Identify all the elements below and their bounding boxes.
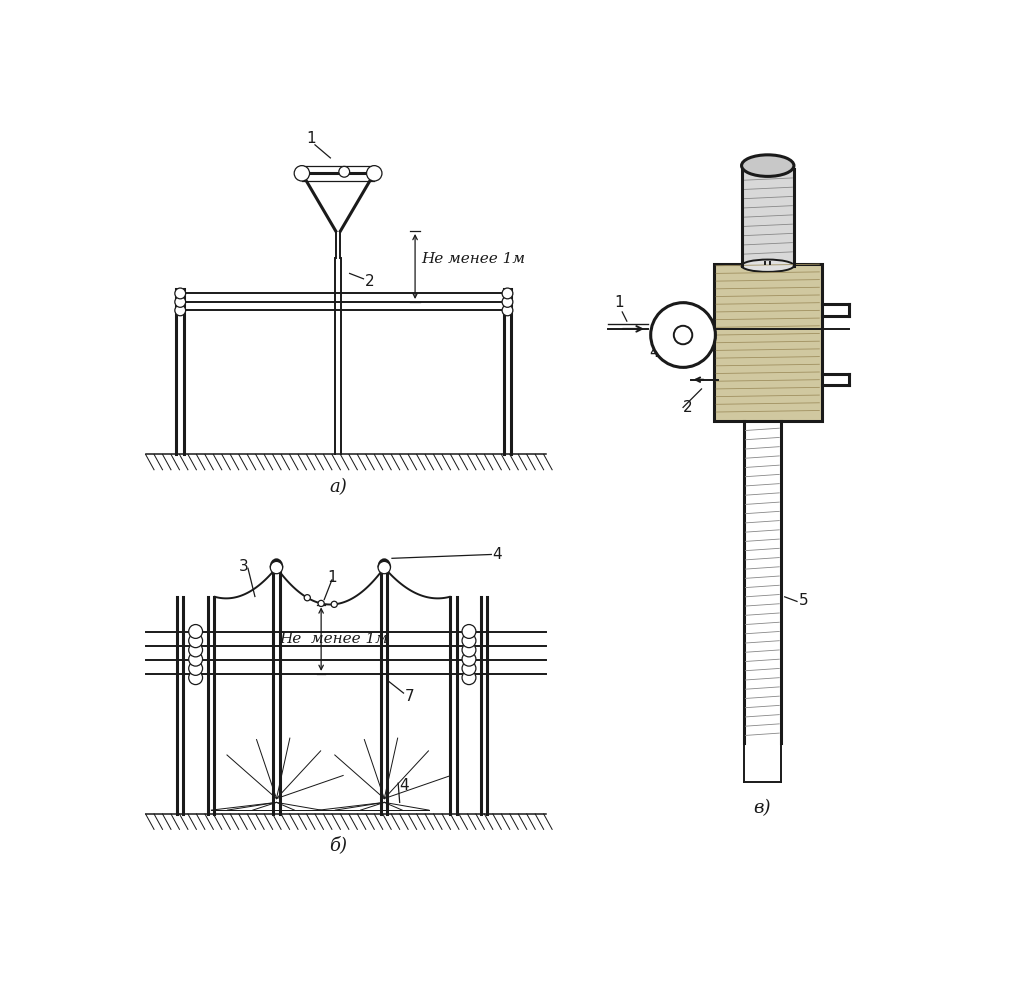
Text: 4: 4 [492, 547, 501, 562]
Circle shape [304, 595, 310, 601]
Bar [714, 264, 822, 421]
Circle shape [463, 625, 476, 638]
Circle shape [502, 296, 513, 307]
Circle shape [175, 305, 186, 316]
Circle shape [189, 670, 202, 684]
Bar [741, 169, 794, 266]
Circle shape [189, 643, 202, 657]
Text: 5: 5 [798, 593, 809, 608]
Ellipse shape [741, 155, 794, 176]
Circle shape [502, 305, 513, 316]
Circle shape [502, 288, 513, 298]
Circle shape [463, 661, 476, 675]
Circle shape [339, 166, 349, 177]
Circle shape [463, 652, 476, 666]
Circle shape [189, 625, 202, 638]
Text: 4: 4 [649, 345, 659, 360]
Ellipse shape [741, 260, 794, 272]
Text: 1: 1 [327, 571, 337, 585]
Text: 1: 1 [306, 131, 315, 146]
Text: 4: 4 [399, 778, 409, 793]
Circle shape [650, 302, 716, 367]
Circle shape [294, 165, 309, 181]
Text: а): а) [329, 478, 347, 496]
Circle shape [189, 661, 202, 675]
Circle shape [331, 601, 337, 608]
Text: б): б) [329, 836, 347, 854]
Circle shape [367, 165, 382, 181]
Circle shape [175, 288, 186, 298]
Text: 1: 1 [615, 295, 624, 310]
Text: Не менее 1м: Не менее 1м [422, 252, 525, 266]
Circle shape [463, 634, 476, 648]
Circle shape [189, 652, 202, 666]
Text: Не  менее 1м: Не менее 1м [279, 632, 388, 646]
Circle shape [319, 601, 325, 607]
Circle shape [189, 634, 202, 648]
Text: 3: 3 [239, 558, 249, 574]
Circle shape [463, 643, 476, 657]
Circle shape [378, 561, 390, 574]
Circle shape [271, 561, 283, 574]
Text: 7: 7 [405, 689, 415, 705]
Text: 2: 2 [366, 273, 375, 288]
Text: 2: 2 [683, 400, 692, 415]
Circle shape [175, 296, 186, 307]
Circle shape [463, 670, 476, 684]
Circle shape [674, 326, 692, 345]
Text: в): в) [752, 799, 770, 817]
